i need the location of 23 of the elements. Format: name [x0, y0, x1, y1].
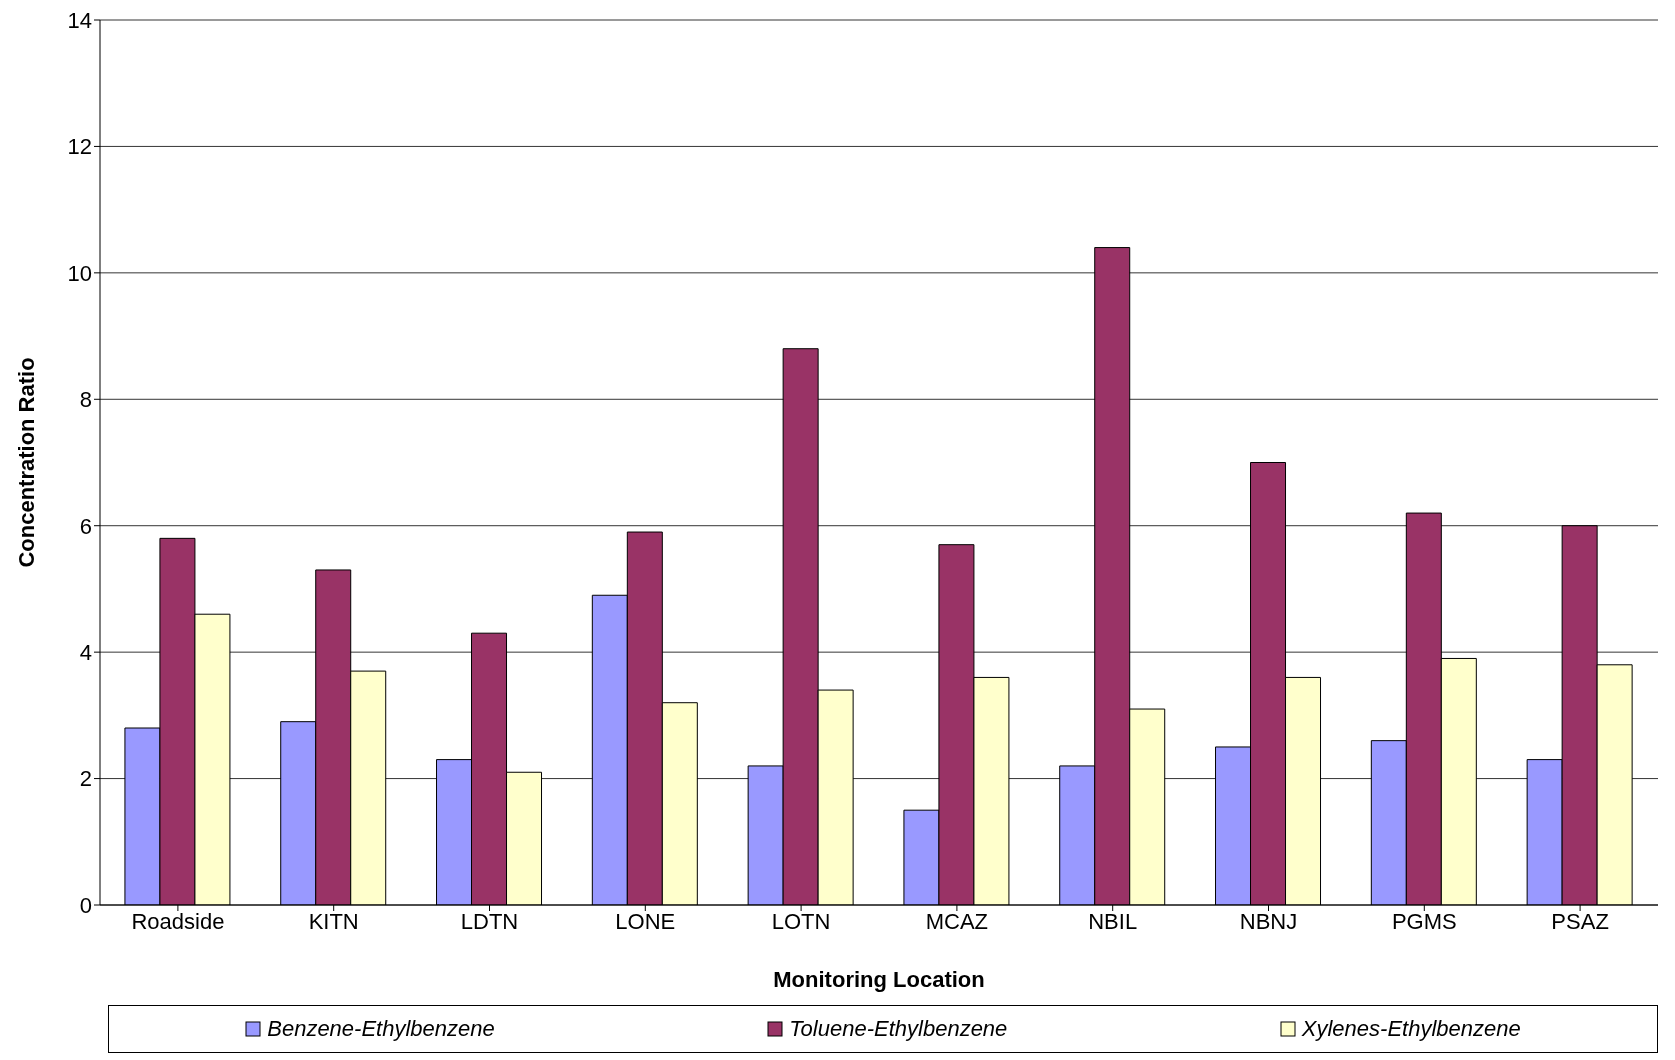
x-tick-label: PSAZ — [1551, 908, 1609, 934]
x-tick-label: MCAZ — [925, 908, 989, 934]
x-axis-title: Monitoring Location — [773, 967, 985, 992]
y-tick-label: 8 — [79, 387, 92, 413]
y-tick-label: 4 — [79, 639, 92, 665]
x-tick-label: PGMS — [1391, 908, 1457, 934]
y-tick-label: 0 — [79, 892, 92, 918]
y-axis-title: Concentration Ratio — [13, 357, 39, 568]
y-tick-label: 12 — [67, 134, 92, 160]
y-tick-label: 14 — [67, 7, 92, 33]
legend-label: Xylenes-Ethylbenzene — [1300, 1016, 1521, 1042]
x-tick-label: KITN — [308, 908, 359, 934]
y-tick-label: 10 — [67, 260, 92, 286]
x-tick-label: LDTN — [460, 908, 519, 934]
y-tick-label: 2 — [79, 766, 92, 792]
x-tick-label: NBIL — [1088, 908, 1138, 934]
x-tick-label: LOTN — [771, 908, 831, 934]
y-tick-label: 6 — [79, 513, 92, 539]
x-tick-label: NBNJ — [1239, 908, 1298, 934]
legend-label: Toluene-Ethylbenzene — [788, 1016, 1008, 1042]
x-tick-label: Roadside — [131, 908, 225, 934]
x-tick-label: LONE — [615, 908, 676, 934]
legend-label: Benzene-Ethylbenzene — [266, 1016, 495, 1042]
